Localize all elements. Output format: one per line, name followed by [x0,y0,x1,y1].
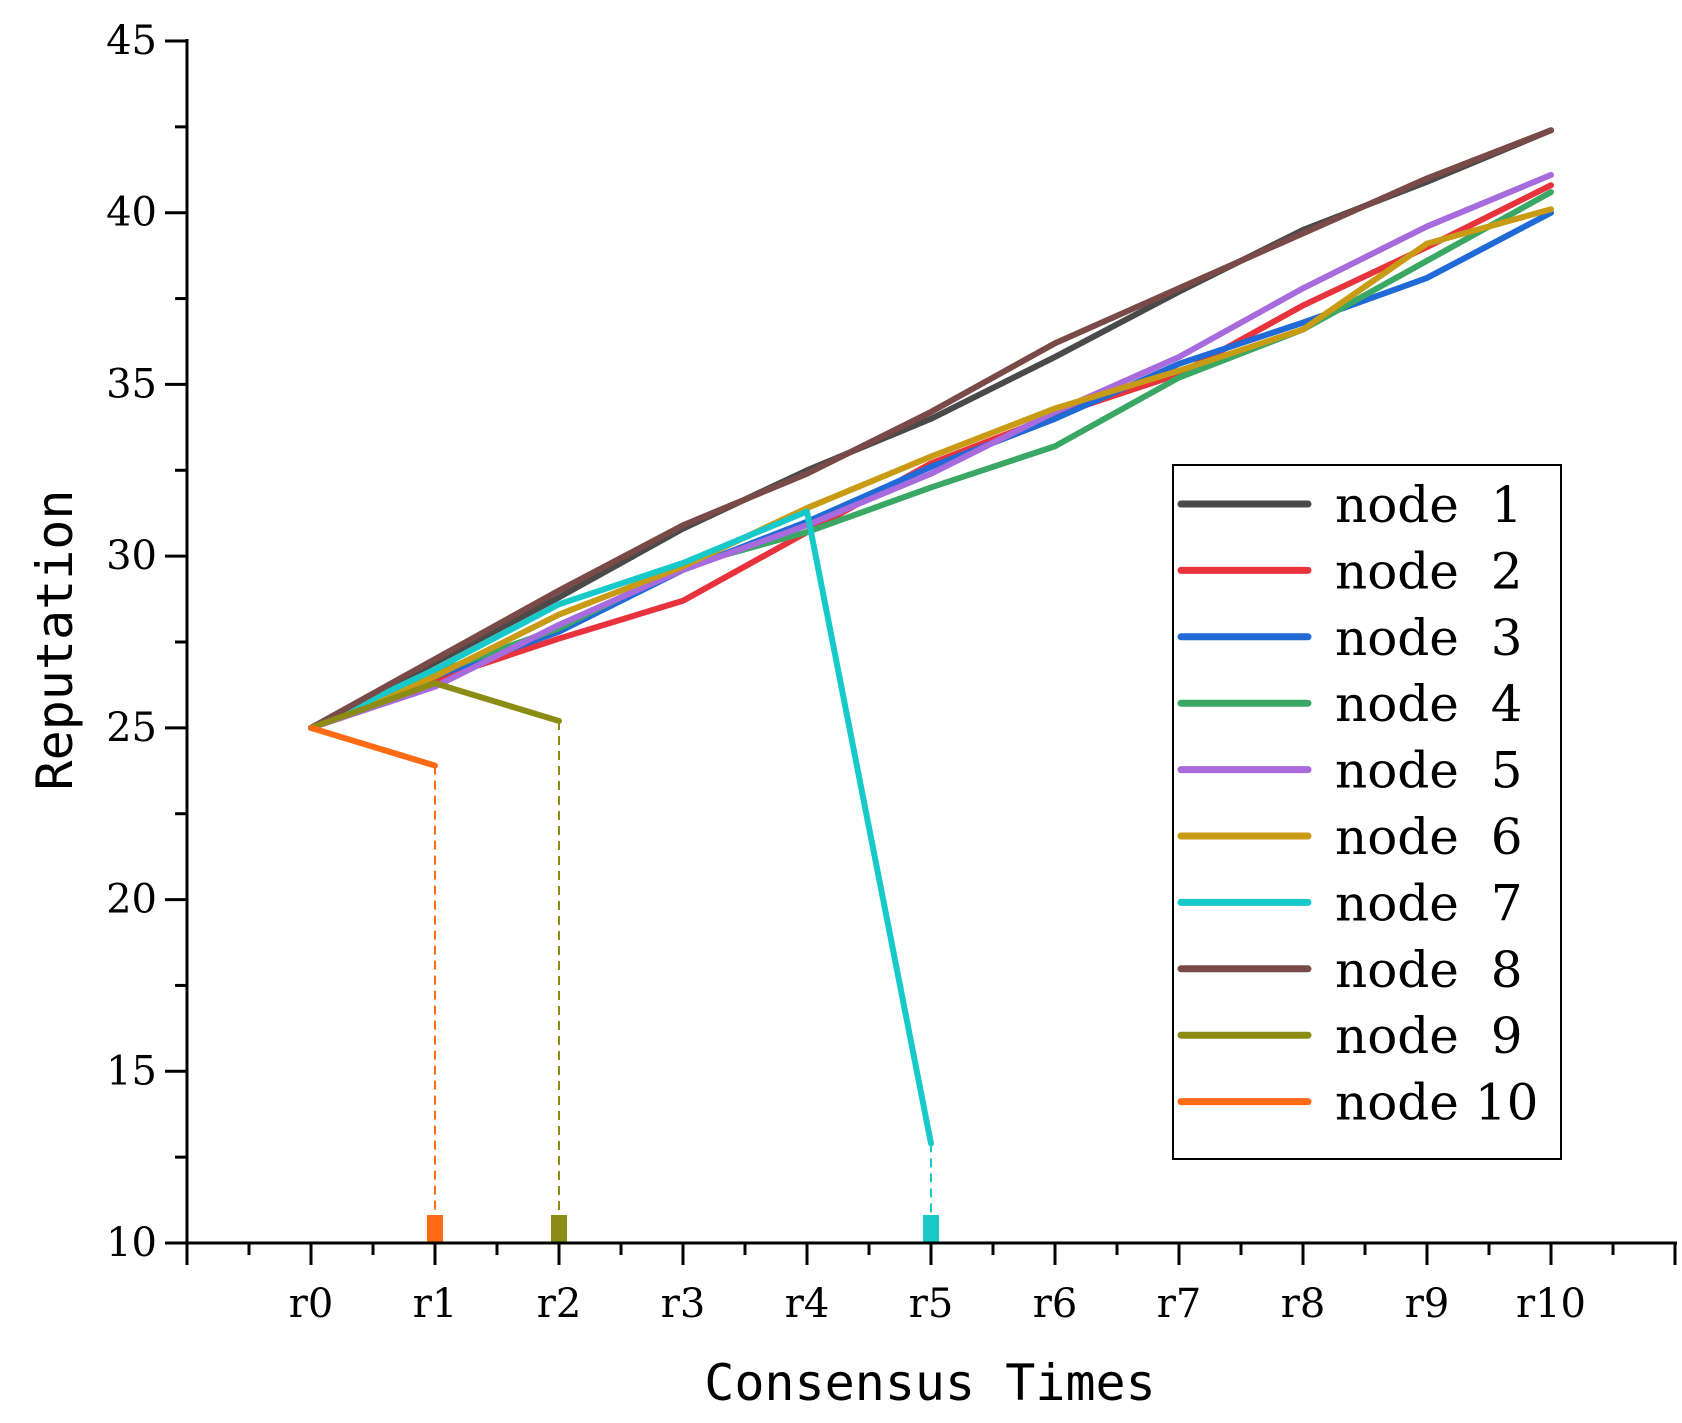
x-tick-label-r3: r3 [661,1281,706,1327]
y-tick-label: 10 [106,1220,157,1266]
y-tick-label: 40 [106,190,157,236]
legend-label-node-4: node 4 [1335,675,1523,733]
legend-label-node-6: node 6 [1335,808,1523,866]
dropout-marker-r1 [427,1215,443,1243]
legend-label-node-3: node 3 [1335,609,1523,667]
x-tick-label-r7: r7 [1157,1281,1202,1327]
legend-label-node-10: node 10 [1335,1074,1538,1132]
legend-label-node-9: node 9 [1335,1007,1523,1065]
y-tick-label: 35 [106,361,157,407]
y-tick-label: 20 [106,877,157,923]
x-tick-label-r10: r10 [1516,1281,1586,1327]
legend: node 1 node 2 node 3 node 4 node 5 node 6 node… [1172,464,1562,1160]
y-tick-label: 45 [106,18,157,64]
legend-label-node-1: node 1 [1335,476,1523,534]
legend-label-node-7: node 7 [1335,874,1523,932]
dropout-marker-r2 [551,1215,567,1243]
y-tick-label: 30 [106,533,157,579]
x-tick-label-r8: r8 [1281,1281,1326,1327]
x-tick-label-r2: r2 [537,1281,582,1327]
x-tick-label-r6: r6 [1033,1281,1078,1327]
x-tick-label-r1: r1 [413,1281,458,1327]
series-line-node-2 [308,182,1554,731]
legend-label-node-2: node 2 [1335,542,1523,600]
x-axis-title: Consensus Times [704,1354,1156,1412]
series-line-node-8 [308,127,1554,731]
series-line-node-10 [308,724,438,769]
y-tick-label: 15 [106,1048,157,1094]
legend-label-node-5: node 5 [1335,742,1523,800]
dropout-marker-r5 [923,1215,939,1243]
x-tick-label-r4: r4 [785,1281,830,1327]
x-tick-label-r9: r9 [1405,1281,1450,1327]
series-line-node-6 [308,206,1554,731]
y-tick-label: 25 [106,705,157,751]
legend-label-node-8: node 8 [1335,941,1523,999]
x-tick-label-r0: r0 [289,1281,334,1327]
legend-box [1172,464,1562,1160]
series-line-node-9 [308,680,562,731]
y-axis-title: Reputation [26,489,84,790]
series-line-node-7 [308,508,934,1147]
series-line-node-5 [308,171,1554,731]
x-tick-label-r5: r5 [909,1281,954,1327]
